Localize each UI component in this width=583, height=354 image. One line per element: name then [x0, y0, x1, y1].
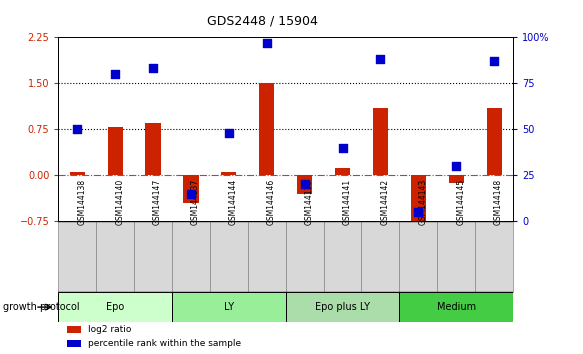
- Text: GSM144143: GSM144143: [418, 178, 427, 225]
- Bar: [68, 340, 81, 347]
- Point: [451, 163, 461, 169]
- Text: GSM144146: GSM144146: [266, 178, 276, 225]
- Bar: [399, 292, 513, 322]
- Text: GSM144148: GSM144148: [494, 179, 503, 225]
- Text: GSM144140: GSM144140: [115, 178, 124, 225]
- Bar: [437, 221, 475, 292]
- Bar: [96, 221, 134, 292]
- Text: Epo: Epo: [106, 302, 124, 312]
- Text: GSM144137: GSM144137: [191, 178, 200, 225]
- Bar: [486, 108, 501, 175]
- Bar: [146, 123, 161, 175]
- Bar: [324, 221, 361, 292]
- Bar: [410, 175, 426, 243]
- Text: growth protocol: growth protocol: [3, 302, 79, 312]
- Point: [489, 58, 498, 64]
- Bar: [172, 221, 210, 292]
- Point: [338, 145, 347, 150]
- Text: Epo plus LY: Epo plus LY: [315, 302, 370, 312]
- Bar: [70, 172, 85, 175]
- Text: percentile rank within the sample: percentile rank within the sample: [88, 339, 241, 348]
- Bar: [58, 221, 96, 292]
- Bar: [259, 83, 275, 175]
- Bar: [221, 172, 237, 175]
- Point: [375, 56, 385, 62]
- Bar: [172, 292, 286, 322]
- Text: GSM144144: GSM144144: [229, 178, 238, 225]
- Bar: [373, 108, 388, 175]
- Text: GSM144147: GSM144147: [153, 178, 162, 225]
- Bar: [297, 175, 312, 194]
- Text: GSM144145: GSM144145: [456, 178, 465, 225]
- Text: GSM144141: GSM144141: [343, 179, 352, 225]
- Bar: [361, 221, 399, 292]
- Bar: [134, 221, 172, 292]
- Point: [110, 71, 120, 77]
- Point: [300, 182, 309, 187]
- Bar: [399, 221, 437, 292]
- Bar: [286, 221, 324, 292]
- Bar: [248, 221, 286, 292]
- Bar: [58, 292, 172, 322]
- Point: [187, 191, 196, 196]
- Point: [413, 209, 423, 215]
- Bar: [475, 221, 513, 292]
- Text: GDS2448 / 15904: GDS2448 / 15904: [207, 14, 318, 27]
- Text: Medium: Medium: [437, 302, 476, 312]
- Text: log2 ratio: log2 ratio: [88, 325, 131, 334]
- Point: [262, 40, 271, 46]
- Point: [72, 126, 82, 132]
- Text: GSM144139: GSM144139: [304, 178, 314, 225]
- Bar: [286, 292, 399, 322]
- Bar: [449, 175, 464, 183]
- Bar: [68, 326, 81, 333]
- Bar: [107, 127, 123, 175]
- Point: [224, 130, 233, 136]
- Bar: [183, 175, 198, 203]
- Point: [148, 65, 157, 71]
- Bar: [210, 221, 248, 292]
- Text: GSM144138: GSM144138: [77, 179, 86, 225]
- Text: GSM144142: GSM144142: [380, 179, 389, 225]
- Bar: [335, 168, 350, 175]
- Text: LY: LY: [224, 302, 234, 312]
